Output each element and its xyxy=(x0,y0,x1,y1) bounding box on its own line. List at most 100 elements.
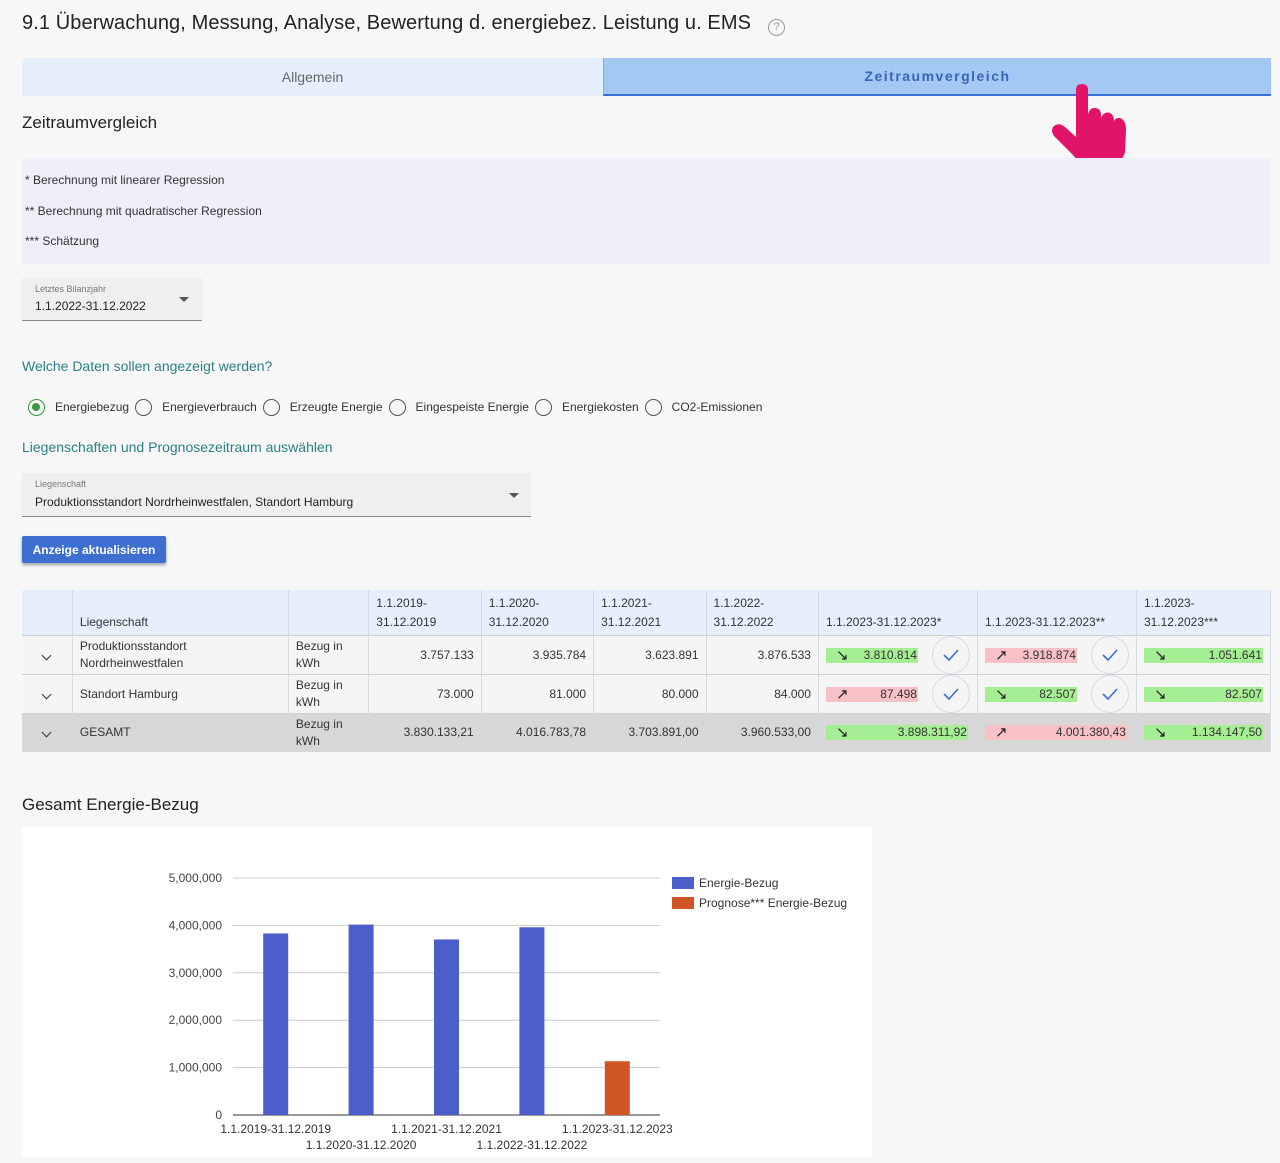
y-tick-label: 2,000,000 xyxy=(169,1013,223,1027)
radio-label-energiebezug: Energiebezug xyxy=(55,400,130,414)
pointing-hand-icon xyxy=(1052,84,1126,164)
table-header-row: Liegenschaft 1.1.2019-31.12.2019 1.1.202… xyxy=(22,590,1272,636)
value-2020: 3.935.784 xyxy=(481,635,595,675)
refresh-button[interactable]: Anzeige aktualisieren xyxy=(22,536,166,563)
value-2019: 73.000 xyxy=(368,674,482,714)
forecast-estimate-cell: ↘ 1.051.641 xyxy=(1136,635,1272,675)
radio-energiekosten[interactable] xyxy=(534,398,552,416)
trend-up-icon: ↗ xyxy=(835,685,849,703)
property-select-label: Liegenschaft xyxy=(35,479,87,489)
check-icon xyxy=(943,649,959,661)
chevron-down-icon[interactable] xyxy=(41,727,52,738)
chart-bar xyxy=(434,939,459,1115)
value-2022: 3.960.533,00 xyxy=(706,713,819,752)
radio-energiebezug[interactable] xyxy=(28,398,45,416)
property-name: Standort Hamburg xyxy=(72,674,289,714)
chevron-down-icon[interactable] xyxy=(41,650,52,660)
chart-bar xyxy=(604,1061,630,1115)
chart-title: Gesamt Energie-Bezug xyxy=(22,795,199,814)
forecast-value: 4.001.380,43 xyxy=(1055,725,1126,740)
x-tick-label: 1.1.2023-31.12.2023 xyxy=(562,1122,673,1136)
forecast-estimate-cell: ↘ 1.134.147,50 xyxy=(1136,713,1272,752)
year-select-label: Letztes Bilanzjahr xyxy=(35,284,107,294)
y-tick-label: 5,000,000 xyxy=(169,871,223,885)
value-2021: 80.000 xyxy=(593,674,707,714)
value-2020: 4.016.783,78 xyxy=(481,713,595,752)
unit-cell: Bezug in kWh xyxy=(288,635,370,675)
header-expand xyxy=(22,590,73,636)
value-2021: 3.703.891,00 xyxy=(593,713,707,752)
value-2019: 3.757.133 xyxy=(368,635,482,675)
tab-bar: Allgemein Zeitraumvergleich xyxy=(22,58,1271,96)
header-2022: 1.1.2022-31.12.2022 xyxy=(706,590,819,636)
header-unit xyxy=(288,590,370,636)
forecast-badge: ↘ 3.898.311,92 xyxy=(825,725,968,741)
forecast-badge: ↘ 1.051.641 xyxy=(1143,647,1263,663)
caret-down-icon xyxy=(509,493,519,498)
expand-cell[interactable] xyxy=(22,635,73,675)
year-select[interactable]: Letztes Bilanzjahr 1.1.2022-31.12.2022 xyxy=(22,278,202,321)
radio-erzeugte-energie[interactable] xyxy=(262,398,280,416)
forecast-badge: ↗ 87.498 xyxy=(825,685,918,703)
help-icon[interactable]: ? xyxy=(768,19,785,36)
expand-cell[interactable] xyxy=(22,674,73,714)
forecast-value: 87.498 xyxy=(880,686,917,701)
radio-co2-emissionen[interactable] xyxy=(644,398,662,416)
value-2022: 3.876.533 xyxy=(706,635,819,675)
radio-label-energiekosten: Energiekosten xyxy=(561,400,639,414)
check-button[interactable] xyxy=(931,636,970,674)
header-2020: 1.1.2020-31.12.2020 xyxy=(481,590,595,636)
table-row: Standort Hamburg Bezug in kWh 73.000 81.… xyxy=(22,674,1272,714)
check-button[interactable] xyxy=(1090,636,1129,674)
forecast-linear-cell: ↗ 87.498 xyxy=(818,674,978,714)
unit-cell: Bezug in kWh xyxy=(288,713,370,752)
trend-down-icon: ↘ xyxy=(1153,685,1167,703)
radio-label-co2-emissionen: CO2-Emissionen xyxy=(671,400,763,414)
property-select[interactable]: Liegenschaft Produktionsstandort Nordrhe… xyxy=(22,473,531,517)
property-name: Produktionsstandort Nordrheinwestfalen xyxy=(72,635,289,675)
check-icon xyxy=(1102,688,1118,700)
radio-energieverbrauch[interactable] xyxy=(135,398,153,416)
data-question: Welche Daten sollen angezeigt werden? xyxy=(22,358,273,374)
chart-bar xyxy=(263,933,289,1115)
forecast-badge: ↗ 4.001.380,43 xyxy=(984,724,1127,742)
y-tick-label: 4,000,000 xyxy=(169,918,223,932)
header-forecast-linear: 1.1.2023-31.12.2023* xyxy=(818,590,978,636)
trend-down-icon: ↘ xyxy=(835,646,849,664)
forecast-value: 1.051.641 xyxy=(1208,647,1262,662)
legend-label: Energie-Bezug xyxy=(699,876,778,890)
expand-cell[interactable] xyxy=(22,713,73,752)
header-forecast-estimate: 1.1.2023-31.12.2023*** xyxy=(1136,590,1272,636)
trend-up-icon: ↗ xyxy=(994,724,1008,742)
forecast-value: 82.507 xyxy=(1039,686,1076,701)
note-estimate: *** Schätzung xyxy=(25,234,100,248)
radio-eingespeiste-energie[interactable] xyxy=(388,398,406,416)
forecast-linear-cell: ↘ 3.898.311,92 xyxy=(818,713,978,752)
forecast-value: 3.918.874 xyxy=(1022,647,1076,662)
header-property: Liegenschaft xyxy=(72,590,289,636)
note-quadratic: ** Berechnung mit quadratischer Regressi… xyxy=(25,203,262,218)
property-name: GESAMT xyxy=(72,713,289,752)
value-2021: 3.623.891 xyxy=(593,635,707,675)
tab-allgemein[interactable]: Allgemein xyxy=(22,58,603,96)
check-button[interactable] xyxy=(1090,675,1129,713)
tab-zeitraumvergleich[interactable]: Zeitraumvergleich xyxy=(603,58,1271,96)
forecast-quadratic-cell: ↘ 82.507 xyxy=(977,674,1137,714)
forecast-quadratic-cell: ↗ 4.001.380,43 xyxy=(977,713,1137,752)
forecast-value: 3.898.311,92 xyxy=(897,725,967,740)
check-button[interactable] xyxy=(931,675,970,713)
value-2020: 81.000 xyxy=(481,674,595,714)
check-icon xyxy=(943,688,959,700)
header-forecast-quadratic: 1.1.2023-31.12.2023** xyxy=(977,590,1137,636)
radio-label-eingespeiste-energie: Eingespeiste Energie xyxy=(415,400,529,414)
forecast-estimate-cell: ↘ 82.507 xyxy=(1136,674,1272,714)
page-title: 9.1 Überwachung, Messung, Analyse, Bewer… xyxy=(22,12,752,34)
check-icon xyxy=(1102,649,1118,661)
chevron-down-icon[interactable] xyxy=(41,689,52,699)
x-tick-label: 1.1.2019-31.12.2019 xyxy=(220,1122,331,1136)
forecast-badge: ↘ 82.507 xyxy=(984,686,1077,702)
bar-chart: 0 1,000,000 2,000,000 3,000,000 4,000,000 5,0… xyxy=(169,871,848,1152)
comparison-table: Liegenschaft 1.1.2019-31.12.2019 1.1.202… xyxy=(22,590,1272,752)
note-linear: * Berechnung mit linearer Regression xyxy=(25,173,225,187)
data-type-radio-group: Energiebezug Energieverbrauch Erzeugte E… xyxy=(28,398,768,416)
